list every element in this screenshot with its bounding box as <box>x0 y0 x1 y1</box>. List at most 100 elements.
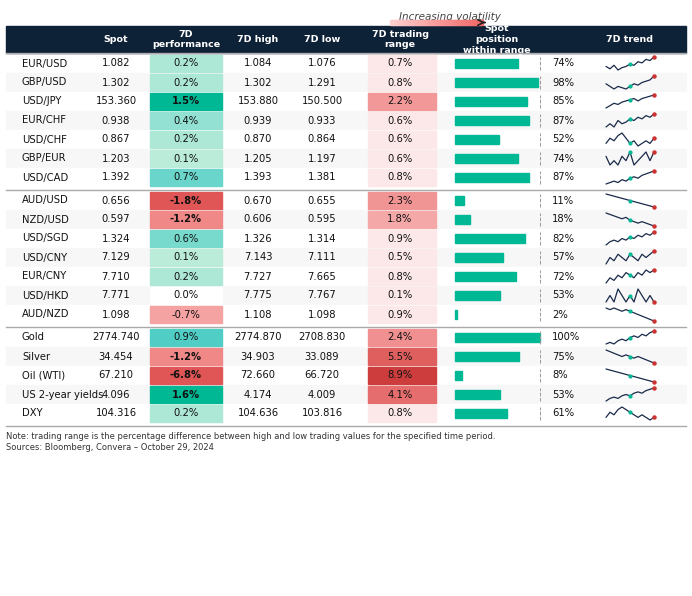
Text: 1.324: 1.324 <box>102 234 130 244</box>
Text: 0.9%: 0.9% <box>388 309 412 319</box>
Bar <box>436 20 438 25</box>
Bar <box>150 93 222 110</box>
Text: EUR/USD: EUR/USD <box>22 58 67 69</box>
Text: 0.595: 0.595 <box>308 215 336 225</box>
Bar <box>368 287 436 304</box>
Text: Silver: Silver <box>22 352 50 362</box>
Bar <box>390 20 392 25</box>
Text: Oil (WTI): Oil (WTI) <box>22 371 65 380</box>
Text: 0.2%: 0.2% <box>174 272 199 281</box>
Text: 1.084: 1.084 <box>244 58 272 69</box>
Bar <box>442 20 444 25</box>
Text: 1.203: 1.203 <box>102 154 130 163</box>
Bar <box>368 112 436 129</box>
Bar <box>6 168 686 187</box>
Bar <box>465 20 467 25</box>
Text: 66.720: 66.720 <box>304 371 340 380</box>
Bar <box>451 20 453 25</box>
Bar <box>455 234 525 243</box>
Text: 18%: 18% <box>552 215 574 225</box>
Bar <box>150 268 222 285</box>
Bar <box>6 229 686 248</box>
Bar <box>150 169 222 186</box>
Bar <box>6 347 686 366</box>
Bar <box>150 112 222 129</box>
Text: Gold: Gold <box>22 333 45 343</box>
Bar <box>6 404 686 423</box>
Text: 0.656: 0.656 <box>102 195 130 206</box>
Text: 0.2%: 0.2% <box>174 408 199 418</box>
Text: Increasing volatility: Increasing volatility <box>399 12 501 22</box>
Bar <box>453 20 455 25</box>
Text: 2.3%: 2.3% <box>388 195 412 206</box>
Bar <box>368 268 436 285</box>
Text: 1.082: 1.082 <box>102 58 130 69</box>
Text: 0.7%: 0.7% <box>388 58 412 69</box>
Bar <box>435 20 437 25</box>
Text: 61%: 61% <box>552 408 574 418</box>
Text: 0.939: 0.939 <box>244 116 272 126</box>
Text: 33.089: 33.089 <box>304 352 339 362</box>
Bar <box>368 249 436 266</box>
Text: USD/CHF: USD/CHF <box>22 135 67 144</box>
Text: 0.1%: 0.1% <box>388 290 412 300</box>
Bar <box>150 348 222 365</box>
Bar <box>424 20 426 25</box>
Text: 0.8%: 0.8% <box>388 272 412 281</box>
Bar <box>455 390 500 399</box>
Text: EUR/CNY: EUR/CNY <box>22 272 66 281</box>
Bar <box>368 93 436 110</box>
Text: 0.5%: 0.5% <box>388 253 412 262</box>
Bar <box>150 131 222 148</box>
Text: 0.670: 0.670 <box>244 195 272 206</box>
Text: 0.9%: 0.9% <box>174 333 199 343</box>
Text: 153.880: 153.880 <box>237 97 278 107</box>
Bar <box>456 20 458 25</box>
Text: 1.302: 1.302 <box>244 77 272 88</box>
Bar <box>401 20 403 25</box>
Bar <box>413 20 415 25</box>
Text: 7.775: 7.775 <box>244 290 273 300</box>
Bar <box>150 211 222 228</box>
Text: 87%: 87% <box>552 116 574 126</box>
Bar <box>394 20 397 25</box>
Bar <box>6 248 686 267</box>
Bar <box>441 20 443 25</box>
Text: 4.009: 4.009 <box>308 390 336 399</box>
Bar <box>457 20 459 25</box>
Bar <box>404 20 406 25</box>
Bar <box>6 92 686 111</box>
Bar <box>455 352 519 361</box>
Bar <box>444 20 446 25</box>
Bar <box>427 20 429 25</box>
Text: 7.710: 7.710 <box>102 272 130 281</box>
Bar <box>368 55 436 72</box>
Text: EUR/CHF: EUR/CHF <box>22 116 66 126</box>
Text: GBP/USD: GBP/USD <box>22 77 67 88</box>
Bar <box>6 54 686 73</box>
Bar <box>150 306 222 323</box>
Text: 7D trend: 7D trend <box>606 35 653 44</box>
Bar <box>6 73 686 92</box>
Bar <box>448 20 450 25</box>
Bar <box>368 169 436 186</box>
Text: 1.392: 1.392 <box>102 172 130 182</box>
Bar <box>368 150 436 167</box>
Bar <box>431 20 433 25</box>
Text: 7.111: 7.111 <box>308 253 336 262</box>
Text: 75%: 75% <box>552 352 574 362</box>
Bar <box>416 20 418 25</box>
Bar <box>471 20 473 25</box>
Text: 98%: 98% <box>552 77 574 88</box>
Text: 72.660: 72.660 <box>241 371 275 380</box>
Bar <box>150 192 222 209</box>
Text: 1.302: 1.302 <box>102 77 130 88</box>
Bar <box>412 20 414 25</box>
Text: USD/CNY: USD/CNY <box>22 253 67 262</box>
Text: 1.393: 1.393 <box>244 172 272 182</box>
Text: 2708.830: 2708.830 <box>298 333 345 343</box>
Text: 53%: 53% <box>552 390 574 399</box>
Text: 5.5%: 5.5% <box>388 352 412 362</box>
Text: 4.096: 4.096 <box>102 390 130 399</box>
Bar <box>473 20 475 25</box>
